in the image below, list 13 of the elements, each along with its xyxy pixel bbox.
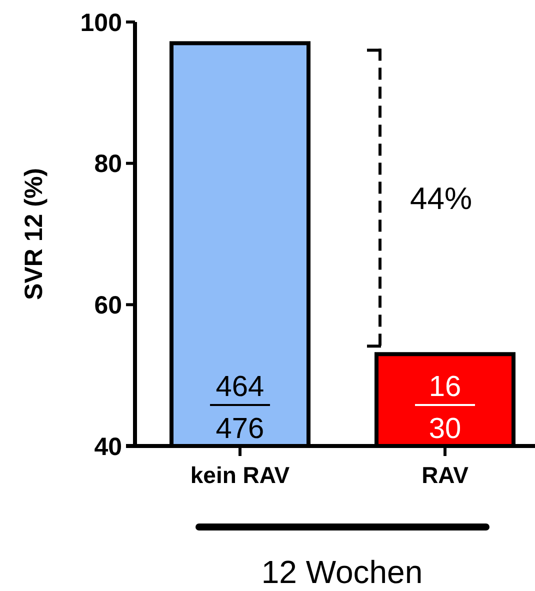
- x-tick-label: kein RAV: [190, 462, 290, 488]
- y-axis-title: SVR 12 (%): [20, 168, 48, 300]
- annotation: 30: [428, 413, 462, 445]
- annotation: 476: [216, 413, 264, 445]
- y-tick-label: 100: [80, 8, 122, 37]
- annotation: 44%: [410, 181, 472, 216]
- y-tick-label: 80: [94, 150, 122, 178]
- x-tick-label: RAV: [422, 462, 470, 488]
- annotation: 464: [216, 371, 264, 403]
- y-tick-label: 60: [94, 291, 122, 320]
- y-tick-label: 40: [94, 432, 122, 461]
- annotation: 16: [428, 371, 462, 403]
- x-axis-title: 12 Wochen: [261, 554, 423, 590]
